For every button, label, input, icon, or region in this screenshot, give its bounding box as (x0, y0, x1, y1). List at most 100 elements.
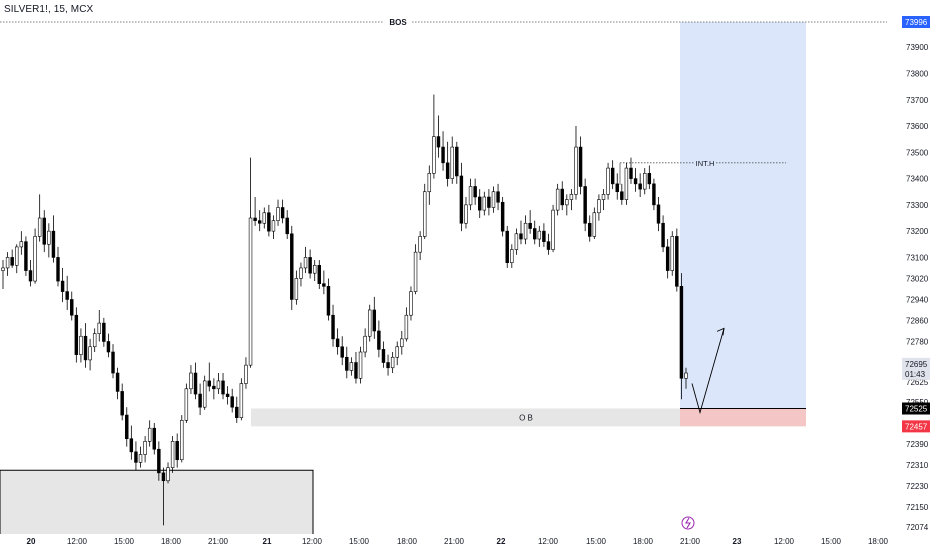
candle-body[interactable] (555, 188, 560, 211)
candle-body[interactable] (395, 346, 399, 358)
candle-body[interactable] (299, 267, 303, 279)
candle-body[interactable] (1, 267, 5, 271)
candle-body[interactable] (74, 314, 79, 355)
candle-body[interactable] (88, 346, 92, 361)
candle-body[interactable] (33, 236, 37, 282)
candle-body[interactable] (106, 341, 111, 353)
candle-body[interactable] (312, 265, 317, 274)
candle-body[interactable] (83, 335, 88, 361)
candle-body[interactable] (643, 173, 647, 190)
candle-body[interactable] (633, 178, 638, 185)
candle-body[interactable] (157, 448, 161, 474)
candle-body[interactable] (578, 146, 583, 187)
candle-body[interactable] (262, 212, 267, 224)
candle-body[interactable] (583, 186, 587, 224)
candle-body[interactable] (665, 246, 670, 271)
candle-body[interactable] (551, 209, 555, 250)
candle-body[interactable] (588, 222, 592, 237)
candle-body[interactable] (42, 217, 46, 245)
candle-body[interactable] (230, 396, 234, 408)
candle-body[interactable] (152, 427, 156, 450)
candle-body[interactable] (235, 406, 239, 418)
candle-body[interactable] (294, 278, 299, 300)
candle-body[interactable] (267, 212, 271, 232)
candle-body[interactable] (92, 333, 97, 348)
candle-body[interactable] (528, 222, 532, 229)
candle-body[interactable] (331, 314, 335, 340)
candle-body[interactable] (404, 314, 409, 340)
candle-body[interactable] (569, 194, 574, 200)
candle-body[interactable] (574, 146, 578, 195)
candle-body[interactable] (276, 207, 280, 221)
candle-body[interactable] (184, 388, 189, 421)
candle-body[interactable] (175, 441, 179, 461)
candle-body[interactable] (441, 146, 445, 164)
candle-body[interactable] (537, 230, 542, 240)
candle-body[interactable] (496, 191, 500, 203)
candle-body[interactable] (37, 217, 42, 237)
candle-body[interactable] (111, 351, 115, 374)
candle-body[interactable] (70, 299, 74, 316)
candle-body[interactable] (285, 217, 289, 235)
candle-body[interactable] (519, 233, 523, 240)
candle-body[interactable] (216, 380, 221, 390)
candles-layer[interactable] (1, 94, 688, 526)
candle-body[interactable] (271, 220, 276, 232)
candle-body[interactable] (134, 451, 138, 463)
candle-body[interactable] (129, 438, 134, 453)
candle-body[interactable] (115, 372, 120, 392)
candle-body[interactable] (482, 196, 487, 211)
candle-body[interactable] (335, 338, 340, 348)
candle-body[interactable] (207, 380, 211, 387)
candle-body[interactable] (19, 241, 24, 248)
candle-body[interactable] (514, 233, 519, 250)
candle-body[interactable] (372, 309, 377, 332)
candle-body[interactable] (542, 230, 546, 242)
candle-body[interactable] (326, 286, 331, 316)
candle-body[interactable] (60, 280, 65, 292)
candle-body[interactable] (436, 136, 441, 148)
candle-body[interactable] (349, 362, 354, 371)
candle-body[interactable] (684, 372, 688, 379)
candle-body[interactable] (340, 346, 344, 358)
candle-body[interactable] (679, 286, 684, 379)
candle-body[interactable] (15, 246, 19, 266)
candle-body[interactable] (24, 241, 28, 271)
candle-body[interactable] (510, 249, 514, 263)
candle-body[interactable] (198, 393, 202, 408)
candle-body[interactable] (225, 393, 230, 397)
candle-body[interactable] (56, 257, 60, 282)
candle-body[interactable] (445, 162, 450, 179)
candle-body[interactable] (363, 335, 367, 353)
candle-body[interactable] (367, 309, 372, 337)
candle-body[interactable] (303, 257, 308, 269)
candle-body[interactable] (79, 335, 83, 355)
candle-body[interactable] (166, 467, 170, 482)
candle-body[interactable] (432, 136, 436, 174)
candle-body[interactable] (464, 204, 468, 224)
candle-body[interactable] (473, 186, 477, 198)
candle-body[interactable] (606, 167, 610, 195)
candle-body[interactable] (450, 146, 454, 179)
candle-body[interactable] (257, 220, 262, 224)
candle-body[interactable] (624, 167, 629, 200)
candle-body[interactable] (161, 472, 166, 482)
candle-body[interactable] (322, 283, 326, 287)
candle-body[interactable] (413, 251, 418, 292)
candle-body[interactable] (280, 207, 285, 219)
candle-body[interactable] (478, 196, 482, 211)
candle-body[interactable] (138, 454, 143, 463)
candle-body[interactable] (620, 191, 624, 200)
candle-body[interactable] (221, 380, 225, 395)
candle-body[interactable] (505, 230, 509, 263)
time-axis[interactable]: 20 12:00 15:00 18:00 21:00 21 12:00 15:00 18:00 2… (0, 516, 898, 550)
price-axis[interactable]: 73900 73800 73700 73600 73500 73400 73300 73200… (898, 0, 932, 550)
candle-body[interactable] (523, 222, 528, 240)
candle-body[interactable] (560, 188, 564, 206)
candle-body[interactable] (244, 364, 248, 384)
candle-body[interactable] (125, 414, 129, 440)
candle-body[interactable] (65, 291, 69, 300)
candle-body[interactable] (427, 173, 432, 193)
